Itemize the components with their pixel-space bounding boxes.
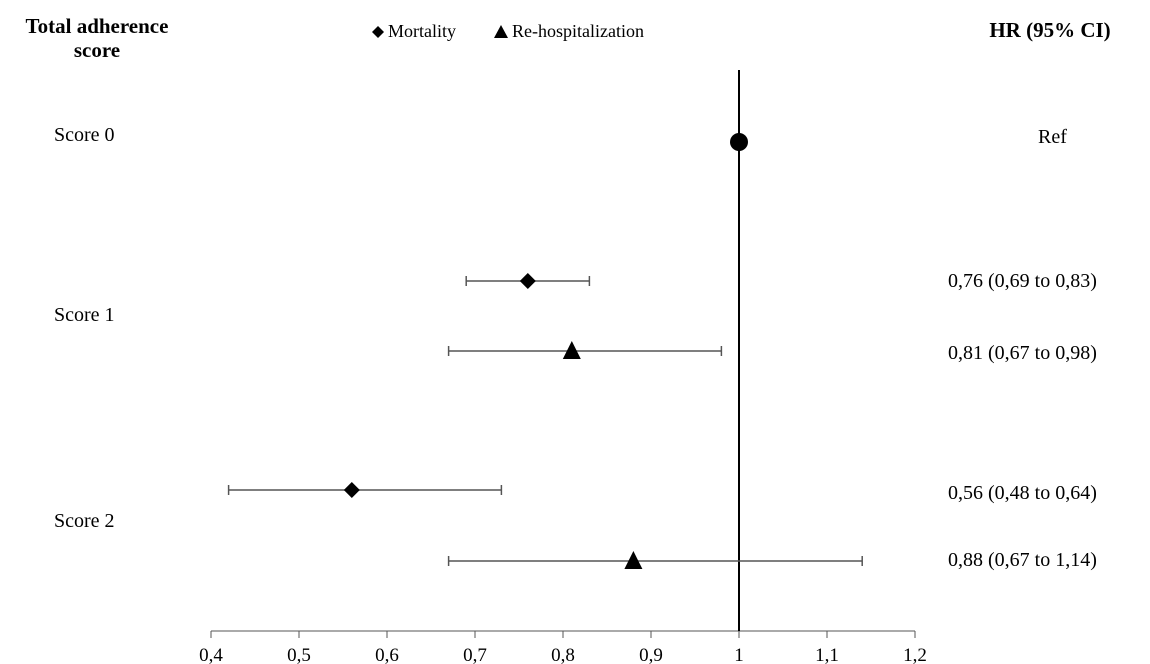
x-tick-label: 0,8 [551, 645, 575, 664]
legend-label-rehospitalization: Re-hospitalization [512, 21, 644, 41]
hr-value-score-1-mortality: 0,76 (0,69 to 0,83) [948, 270, 1097, 292]
x-tick-label: 0,7 [463, 645, 487, 664]
point-mortality [343, 482, 360, 498]
hr-value-score-1-rehospitalization: 0,81 (0,67 to 0,98) [948, 342, 1097, 364]
x-tick-label: 1,2 [903, 645, 927, 664]
hr-value-score-0: Ref [1038, 126, 1067, 148]
point-mortality [519, 273, 536, 289]
x-tick-label: 1 [734, 645, 744, 664]
x-tick-label: 1,1 [815, 645, 839, 664]
triangle-marker-icon [494, 25, 508, 38]
point-rehospitalization [624, 551, 643, 569]
row-label-score-0: Score 0 [54, 124, 115, 146]
hr-column-header: HR (95% CI) [989, 18, 1111, 42]
legend-label-mortality: Mortality [388, 21, 456, 41]
x-tick-label: 0,4 [199, 645, 223, 664]
hr-value-score-2-rehospitalization: 0,88 (0,67 to 1,14) [948, 549, 1097, 571]
x-tick-label: 0,5 [287, 645, 311, 664]
row-label-score-1: Score 1 [54, 304, 115, 326]
legend-item-rehospitalization: Re-hospitalization [494, 21, 644, 42]
point-rehospitalization [562, 341, 581, 359]
hr-value-score-2-mortality: 0,56 (0,48 to 0,64) [948, 482, 1097, 504]
row-label-score-2: Score 2 [54, 510, 115, 532]
x-tick-label: 0,9 [639, 645, 663, 664]
x-tick-label: 0,6 [375, 645, 399, 664]
point-reference [730, 133, 748, 151]
score-column-header: Total adherence score [25, 14, 169, 62]
diamond-marker-icon [372, 25, 384, 38]
legend-item-mortality: Mortality [372, 21, 456, 42]
